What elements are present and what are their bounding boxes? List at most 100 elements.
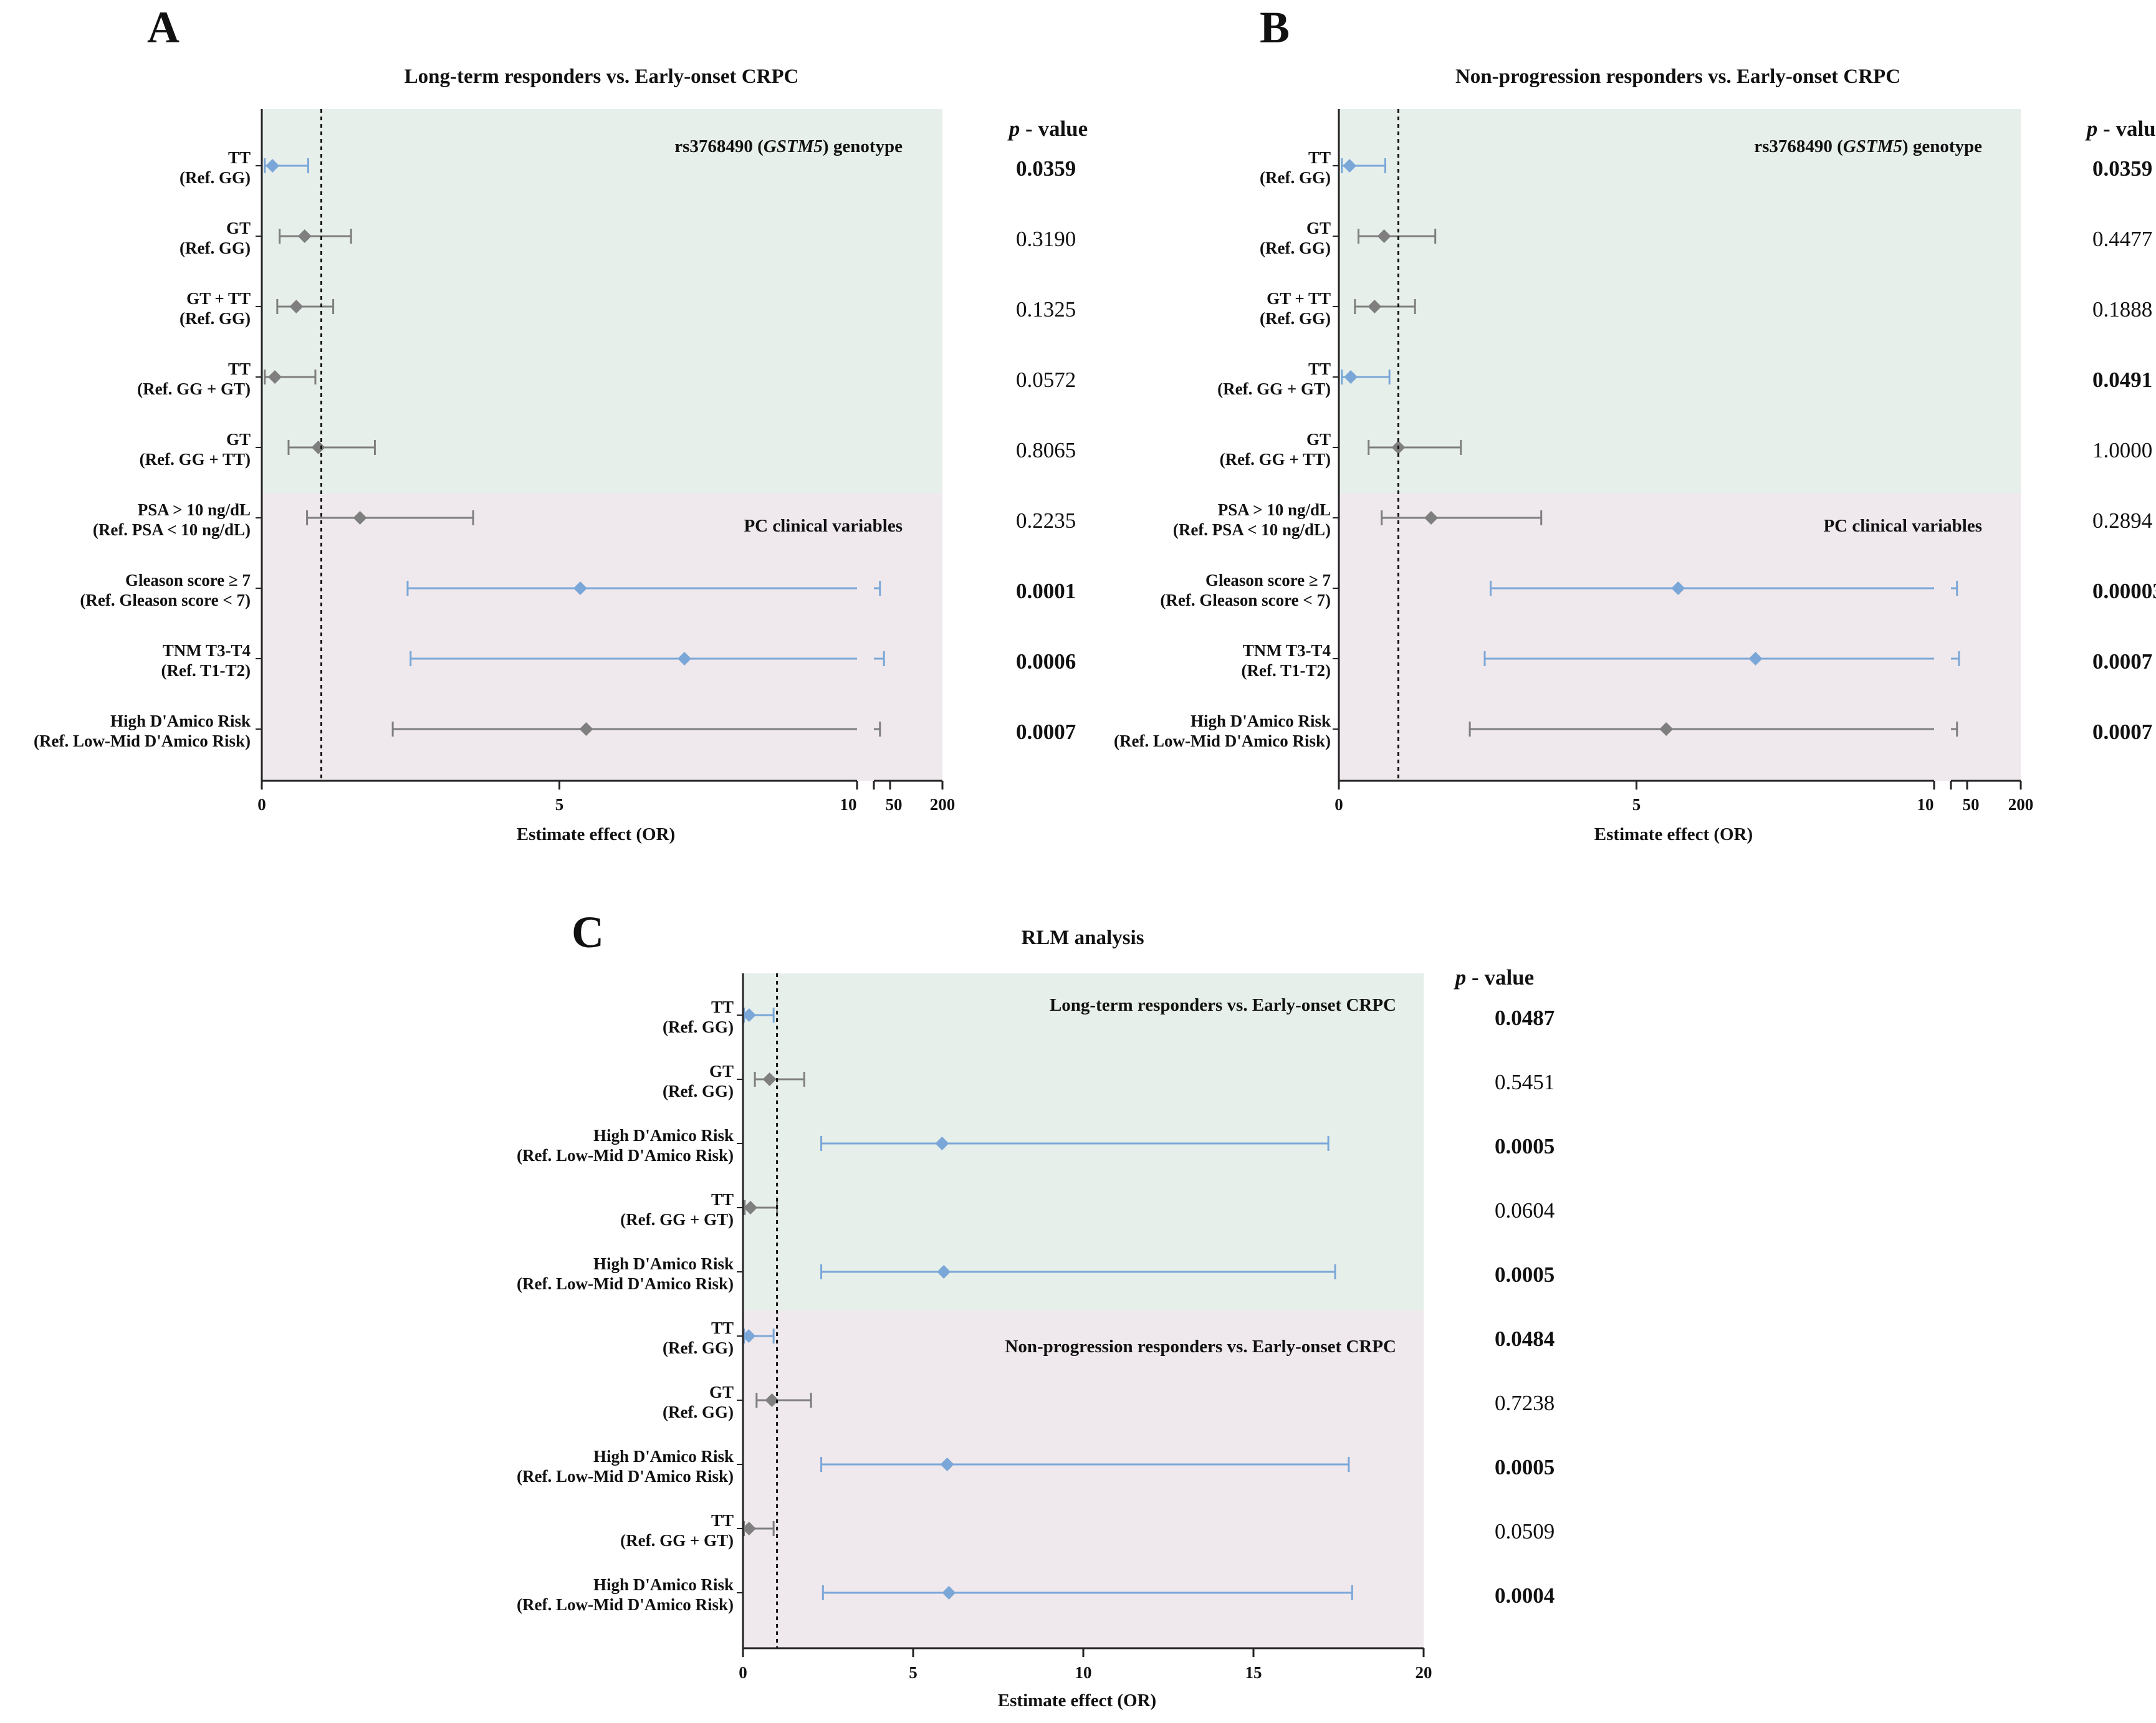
region-label: Long-term responders vs. Early-onset CRP…	[1050, 995, 1396, 1015]
odds-ratio-point	[744, 1201, 758, 1215]
odds-ratio-point	[1424, 511, 1439, 525]
p-value-header-rest: - value	[1466, 965, 1534, 990]
p-value: 0.0604	[1495, 1198, 1555, 1223]
x-tick-label: 200	[2008, 795, 2034, 814]
panel-letter: C	[572, 907, 604, 957]
p-value: 0.0359	[1016, 156, 1076, 181]
row-label-line1: GT + TT	[186, 289, 251, 308]
panel-b: B Non-progression responders vs. Early-on…	[1114, 2, 2156, 844]
row-label-line2: (Ref. GG + GT)	[1217, 379, 1331, 398]
row-label-line1: TT	[1308, 360, 1331, 378]
row-label-line1: Gleason score ≥ 7	[1205, 571, 1331, 589]
row-label-line2: (Ref. Gleason score < 7)	[80, 591, 251, 609]
odds-ratio-point	[742, 1522, 756, 1535]
row-label-line1: TNM T3-T4	[163, 641, 251, 660]
row-label-line1: High D'Amico Risk	[1191, 712, 1331, 730]
row-label-line1: GT	[226, 219, 251, 237]
row-label-line2: (Ref. GG + GT)	[620, 1531, 734, 1550]
row-label-line2: (Ref. GG)	[1260, 168, 1331, 187]
row-label-line1: TT	[228, 360, 251, 378]
row-label-line1: GT	[1306, 430, 1331, 449]
row-label-line1: TT	[711, 1319, 734, 1337]
region-label-part: Non-progression responders vs. Early-ons…	[1005, 1337, 1396, 1357]
p-value-header: p - value	[1454, 965, 1534, 990]
row-label-line1: TT	[1308, 148, 1331, 167]
x-tick-label: 5	[1632, 795, 1641, 814]
row-label-line2: (Ref. GG + GT)	[137, 379, 251, 398]
row-label-line2: (Ref. GG)	[663, 1403, 734, 1421]
x-tick-label: 5	[555, 795, 564, 814]
p-value: 1.0000	[2092, 438, 2152, 462]
odds-ratio-point	[935, 1137, 949, 1150]
odds-ratio-point	[1377, 229, 1391, 243]
p-value-header-rest: - value	[1020, 117, 1088, 141]
odds-ratio-point	[353, 511, 367, 525]
row-label-line1: TNM T3-T4	[1243, 641, 1331, 660]
x-tick-label: 10	[1917, 795, 1934, 814]
p-value: 0.0572	[1016, 368, 1076, 392]
row-label-line1: GT	[709, 1062, 734, 1081]
odds-ratio-point	[1343, 159, 1357, 173]
region-label-part: rs3768490 (	[1754, 136, 1843, 156]
row-label-line2: (Ref. T1-T2)	[1242, 661, 1331, 680]
odds-ratio-point	[266, 159, 280, 173]
region-background-1	[743, 973, 1424, 1310]
p-value: 0.5451	[1495, 1070, 1555, 1094]
odds-ratio-point	[268, 370, 282, 384]
row-label-line1: High D'Amico Risk	[110, 712, 251, 730]
p-value: 0.0001	[1016, 579, 1076, 603]
x-tick-label: 200	[930, 795, 956, 814]
row-label-line1: High D'Amico Risk	[593, 1126, 734, 1145]
p-value: 0.2894	[2092, 508, 2152, 533]
p-value: 0.8065	[1016, 438, 1076, 462]
p-value: 0.000039	[2092, 579, 2156, 603]
panel-letter: A	[147, 2, 180, 52]
odds-ratio-point	[678, 652, 692, 666]
row-label-line1: GT	[709, 1383, 734, 1401]
odds-ratio-point	[1671, 581, 1685, 595]
odds-ratio-point	[579, 722, 593, 736]
p-value-header: p - value	[2085, 117, 2156, 141]
p-value: 0.4477	[2092, 227, 2152, 251]
row-label-line2: (Ref. T1-T2)	[161, 661, 251, 680]
panel-title: Non-progression responders vs. Early-ons…	[1455, 65, 1900, 88]
x-tick-label: 0	[257, 795, 266, 814]
row-label-line2: (Ref. Gleason score < 7)	[1160, 591, 1331, 609]
region-label: Non-progression responders vs. Early-ons…	[1005, 1337, 1396, 1357]
row-label-line1: GT + TT	[1267, 289, 1331, 308]
p-value: 0.0004	[1495, 1583, 1555, 1608]
region-background-1	[262, 109, 942, 494]
odds-ratio-point	[1659, 722, 1674, 736]
odds-ratio-point	[289, 300, 304, 313]
row-label-line1: TT	[711, 998, 734, 1016]
panel-title: Long-term responders vs. Early-onset CRP…	[405, 65, 799, 88]
region-label-part: ) genotype	[1902, 136, 1982, 156]
region-background-2	[1339, 494, 2021, 781]
p-value: 0.0491	[2092, 368, 2152, 392]
row-label-line2: (Ref. Low-Mid D'Amico Risk)	[517, 1595, 734, 1614]
x-axis-label: Estimate effect (OR)	[517, 824, 675, 844]
x-tick-label: 15	[1245, 1663, 1262, 1682]
row-label-line1: Gleason score ≥ 7	[125, 571, 251, 589]
row-label-line2: (Ref. GG)	[663, 1082, 734, 1100]
x-tick-label: 50	[1963, 795, 1980, 814]
p-value: 0.0007	[2092, 720, 2152, 744]
x-axis-label: Estimate effect (OR)	[1594, 824, 1753, 844]
x-tick-label: 50	[886, 795, 903, 814]
x-tick-label: 0	[1334, 795, 1343, 814]
row-label-line1: High D'Amico Risk	[593, 1447, 734, 1466]
row-label-line1: PSA > 10 ng/dL	[138, 500, 251, 519]
p-value: 0.0007	[2092, 649, 2152, 674]
panel-title: RLM analysis	[1021, 927, 1144, 949]
region-label-part: PC clinical variables	[1823, 516, 1982, 536]
p-value: 0.0005	[1495, 1262, 1555, 1287]
region-label: PC clinical variables	[744, 516, 903, 536]
p-value-header-rest: - value	[2097, 117, 2156, 141]
odds-ratio-point	[1748, 652, 1763, 666]
x-tick-label: 10	[1075, 1663, 1092, 1682]
region-background-2	[262, 494, 942, 781]
p-value: 0.2235	[1016, 508, 1076, 533]
x-axis-label: Estimate effect (OR)	[998, 1691, 1156, 1711]
row-label-line2: (Ref. Low-Mid D'Amico Risk)	[517, 1146, 734, 1165]
